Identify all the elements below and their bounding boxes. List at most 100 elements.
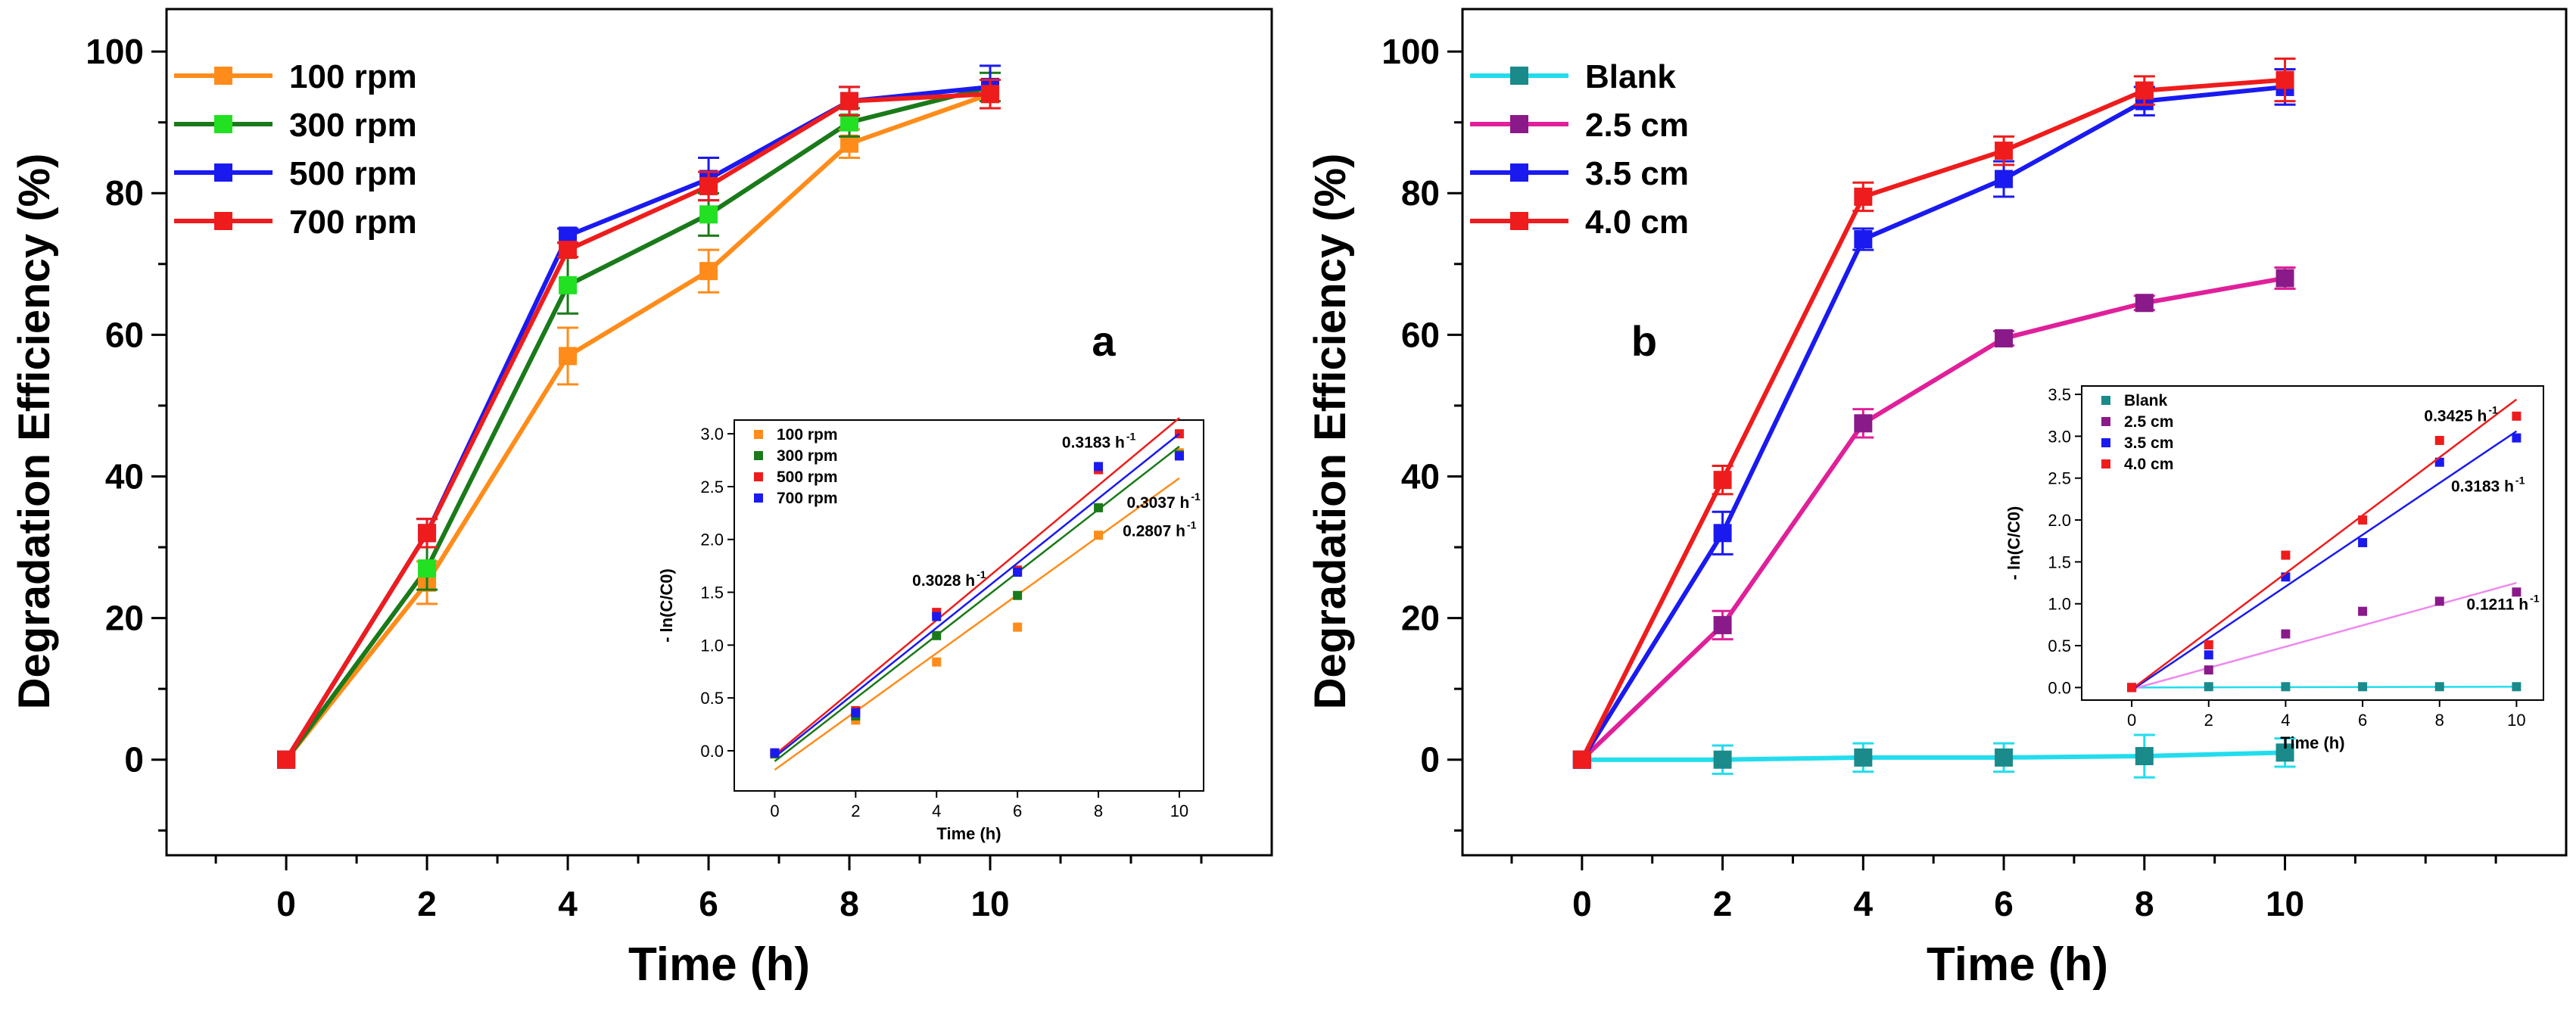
data-point [418,524,437,543]
inset-unit-superscript: -1 [2488,403,2498,416]
legend-label: 300 rpm [289,107,417,144]
inset-y-tick-label: 0.0 [700,742,724,761]
inset-x-axis-title: Time (h) [2280,733,2344,752]
inset-fit-line [774,417,1180,756]
data-point [2135,294,2154,313]
inset-data-point [2204,650,2213,660]
inset-fit-line [2131,430,2518,691]
inset-x-tick-label: 4 [932,802,941,820]
inset-data-point [2512,587,2521,597]
inset-data-point [2127,683,2137,693]
inset-legend-label: 300 rpm [777,447,838,465]
x-tick-label: 0 [1572,884,1592,923]
legend-label: 700 rpm [289,204,417,241]
inset-x-tick-label: 2 [2204,711,2213,730]
inset-data-point [2358,515,2368,525]
legend-label: Blank [1585,58,1676,95]
legend-marker [214,212,232,230]
inset-data-point [1174,451,1184,461]
data-point [1854,230,1873,249]
inset-frame [734,419,1204,792]
inset-y-tick-label: 1.5 [2048,553,2071,571]
inset-data-point [1094,503,1104,512]
x-tick-label: 4 [558,884,578,923]
series-line-2.5-cm [1580,275,2286,761]
y-tick-label: 20 [105,599,144,638]
inset-legend-label: 4.0 cm [2124,456,2173,473]
inset-data-point [1094,531,1104,540]
inset-y-tick-label: 0.5 [700,689,724,708]
inset-data-point [2281,629,2291,639]
inset-legend-marker [754,451,763,460]
inset-legend-label: 2.5 cm [2124,413,2173,431]
y-tick-label: 20 [1401,599,1440,638]
inset-x-tick-label: 10 [2507,711,2525,730]
x-axis-title: Time (h) [628,939,810,991]
inset-unit-superscript: -1 [1187,519,1197,531]
x-tick-label: 6 [1994,884,2014,923]
inset-fit-line [2131,581,2517,690]
inset-x-axis-title: Time (h) [936,824,1001,843]
inset-data-point [2434,435,2444,445]
series-line-700-rpm [284,92,991,761]
inset-x-tick-label: 4 [2281,711,2290,730]
data-point [1854,187,1873,206]
data-point [418,559,437,578]
x-tick-label: 2 [1713,884,1733,923]
inset-data-point [2358,606,2368,616]
inset-legend-label: 500 rpm [777,468,838,486]
y-tick-label: 60 [105,315,144,354]
y-axis-title: Degradation Efficiency (%) [10,154,59,710]
series-line-300-rpm [284,85,991,761]
data-point [559,241,578,260]
inset-data-point [2512,433,2521,443]
inset-legend-marker [754,472,763,481]
legend-label: 4.0 cm [1585,204,1689,241]
inset-y-axis-title: - ln(C/C0) [657,568,676,643]
inset-slope-annotation: 0.3028 h [912,572,975,590]
inset-unit-superscript: -1 [977,568,986,581]
data-point [1995,748,2014,767]
y-tick-label: 100 [1381,32,1440,71]
inset-y-tick-label: 2.0 [2048,511,2071,530]
inset-y-tick-label: 2.5 [2048,469,2071,488]
inset-data-point [2281,682,2291,692]
x-tick-label: 0 [276,884,296,923]
data-point [2135,81,2154,100]
inset-fit-line [774,433,1180,758]
inset-x-tick-label: 0 [770,802,779,820]
inset-data-point [1013,568,1023,577]
data-point [699,205,718,224]
y-tick-label: 100 [86,32,144,71]
data-point [277,750,296,769]
series-line-Blank [1581,750,2285,762]
inset-legend-label: 100 rpm [777,426,838,444]
inset-y-tick-label: 1.0 [700,636,724,655]
x-tick-label: 2 [417,884,437,923]
inset-y-tick-label: 0.5 [2048,637,2071,655]
x-tick-label: 10 [2266,884,2304,923]
inset-unit-superscript: -1 [1191,490,1201,503]
x-tick-label: 6 [699,884,718,923]
inset-data-point [2512,411,2521,421]
inset-y-tick-label: 1.5 [700,584,724,602]
y-tick-label: 60 [1401,315,1440,354]
inset-data-point [932,612,942,621]
inset-y-tick-label: 2.5 [700,478,724,496]
data-point [1854,748,1873,767]
legend-marker [1510,67,1528,85]
x-tick-label: 8 [839,884,859,923]
data-point [1713,471,1732,490]
inset-x-tick-label: 8 [1094,802,1103,820]
inset-x-tick-label: 6 [1013,802,1022,820]
inset-data-point [2434,682,2444,692]
inset-fit-line [774,445,1180,762]
inset-y-tick-label: 3.5 [2048,385,2071,404]
data-point [699,176,718,195]
data-point [2275,70,2294,89]
panel-letter: a [1092,317,1116,365]
data-point [1713,524,1732,543]
inset-y-tick-label: 0.0 [2048,678,2071,697]
